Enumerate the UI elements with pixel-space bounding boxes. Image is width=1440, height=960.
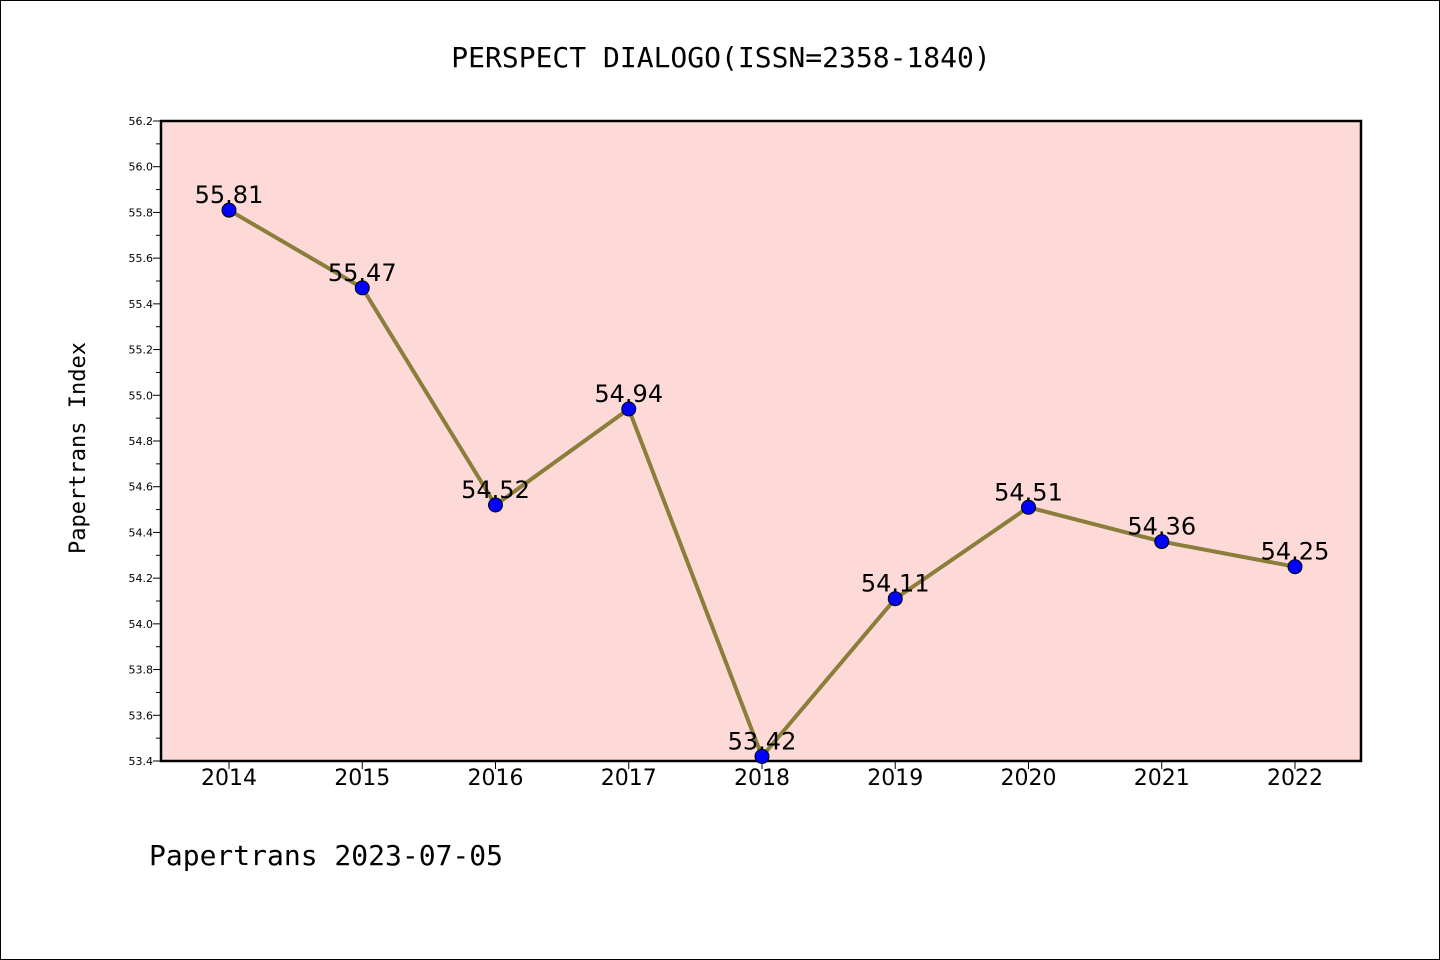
data-label: 55.81 <box>195 181 264 209</box>
y-tick-label: 53.4 <box>129 755 154 768</box>
y-tick-label: 55.2 <box>129 344 154 357</box>
y-tick-label: 55.4 <box>129 298 154 311</box>
y-tick-label: 54.8 <box>129 435 154 448</box>
x-tick-label: 2018 <box>734 766 790 791</box>
data-label: 53.42 <box>728 727 797 755</box>
data-point <box>1021 499 1036 515</box>
data-point <box>621 401 637 417</box>
y-tick-label: 54.2 <box>129 572 154 585</box>
x-tick-label: 2015 <box>334 766 390 791</box>
y-tick-label: 55.6 <box>129 252 154 265</box>
data-label: 55.47 <box>328 259 397 287</box>
x-tick-label: 2020 <box>1001 766 1057 791</box>
data-point <box>1154 534 1170 550</box>
x-tick-label: 2014 <box>201 766 257 791</box>
plot-area <box>159 119 1363 763</box>
y-axis-label: Papertrans Index <box>66 342 91 554</box>
data-point <box>887 591 903 607</box>
x-tick-label: 2017 <box>601 766 657 791</box>
x-tick-label: 2016 <box>468 766 524 791</box>
data-label: 54.36 <box>1127 513 1196 541</box>
data-label: 54.25 <box>1261 538 1330 566</box>
x-tick-label: 2022 <box>1267 766 1323 791</box>
x-tick-label: 2019 <box>867 766 923 791</box>
y-axis: 53.4 53.6 53.8 54.0 54.2 54.4 54.6 54.8 55.0 55.2… <box>129 115 161 768</box>
data-label: 54.94 <box>594 380 663 408</box>
y-tick-label: 56.2 <box>129 115 154 128</box>
x-axis: 2014 2015 2016 2017 2018 2019 2020 2021 2022 <box>201 761 1323 791</box>
series-line-group: 55.81 55.47 54.52 54.94 53.42 54.11 54.51 54.36… <box>195 181 1330 764</box>
y-tick-label: 55.0 <box>129 389 154 402</box>
y-tick-label: 56.0 <box>129 161 154 174</box>
footer-text: Papertrans 2023-07-05 <box>149 839 503 872</box>
y-tick-label: 55.8 <box>129 206 154 219</box>
y-tick-label: 54.0 <box>129 618 154 631</box>
y-tick-label: 53.6 <box>129 709 154 722</box>
data-point <box>1287 559 1303 575</box>
data-point <box>488 497 503 513</box>
y-tick-label: 53.8 <box>129 664 154 677</box>
y-tick-label: 54.6 <box>129 481 154 494</box>
data-label: 54.11 <box>861 570 930 598</box>
y-tick-label: 54.4 <box>129 526 154 539</box>
data-point <box>354 280 370 296</box>
data-point <box>221 202 237 218</box>
x-tick-label: 2021 <box>1134 766 1190 791</box>
chart-title: PERSPECT DIALOGO(ISSN=2358-1840) <box>451 41 990 74</box>
data-point <box>754 748 770 764</box>
data-label: 54.52 <box>461 476 530 504</box>
data-label: 54.51 <box>994 478 1063 506</box>
